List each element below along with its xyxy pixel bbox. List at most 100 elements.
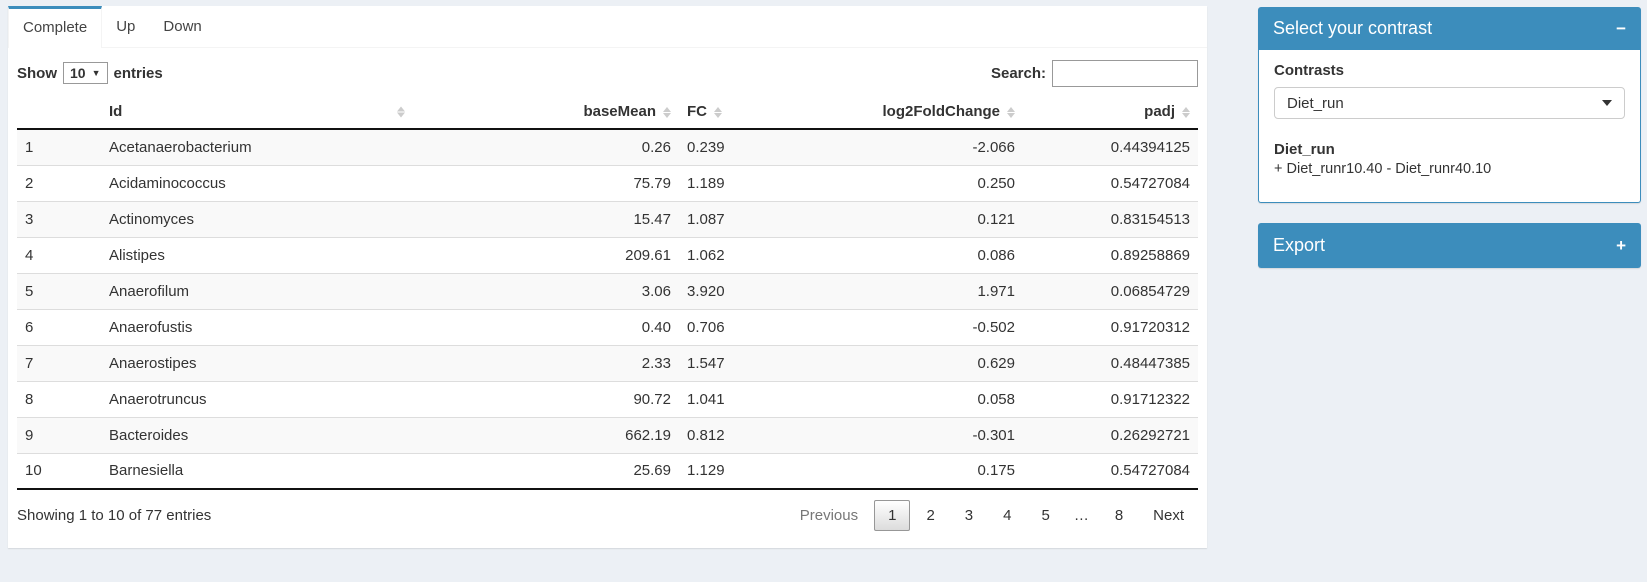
pagination-page-2[interactable]: 2 [926, 507, 935, 524]
cell-fc: 1.041 [679, 381, 765, 418]
cell-padj: 0.48447385 [1023, 345, 1198, 382]
cell-index: 10 [17, 453, 101, 490]
cell-fc: 1.087 [679, 201, 765, 238]
table-row: 5 Anaerofilum 3.06 3.920 1.971 0.06854729 [17, 273, 1198, 310]
search-input[interactable] [1052, 59, 1198, 87]
table-row: 1 Acetanaerobacterium 0.26 0.239 -2.066 0.443… [17, 129, 1198, 166]
select-arrow-icon: ▼ [91, 68, 101, 78]
table-row: 9 Bacteroides 662.19 0.812 -0.301 0.26292721 [17, 417, 1198, 454]
table-header-row: Id baseMean FC log2FoldChange padj [17, 95, 1198, 130]
cell-id: Anaerofilum [101, 273, 413, 310]
column-label: baseMean [583, 103, 656, 120]
table-row: 3 Actinomyces 15.47 1.087 0.121 0.83154513 [17, 201, 1198, 238]
contrasts-label: Contrasts [1274, 62, 1345, 79]
contrast-panel: Select your contrast − Contrasts Diet_ru… [1258, 7, 1641, 203]
entries-select[interactable]: 10 ▼ [63, 62, 108, 84]
cell-id: Anaerofustis [101, 309, 413, 346]
column-header-log2foldchange[interactable]: log2FoldChange [765, 95, 1023, 130]
cell-index: 1 [17, 129, 101, 166]
chevron-down-icon [1602, 100, 1612, 106]
collapse-icon[interactable]: − [1616, 19, 1626, 38]
sort-icon [397, 105, 405, 118]
sort-icon [1182, 106, 1190, 119]
table-row: 8 Anaerotruncus 90.72 1.041 0.058 0.91712322 [17, 381, 1198, 418]
cell-id: Barnesiella [101, 453, 413, 490]
cell-fc: 1.547 [679, 345, 765, 382]
datatable-container: Show 10 ▼ entries Search: Id baseMean FC lo… [8, 48, 1207, 545]
entries-label: entries [113, 64, 163, 82]
cell-id: Acetanaerobacterium [101, 129, 413, 166]
contrast-select[interactable]: Diet_run [1274, 87, 1625, 119]
cell-padj: 0.54727084 [1023, 453, 1198, 490]
cell-index: 3 [17, 201, 101, 238]
column-label: padj [1144, 103, 1175, 120]
search-label: Search: [990, 64, 1046, 82]
column-label: log2FoldChange [882, 103, 1001, 120]
tab-down[interactable]: Down [163, 18, 202, 35]
export-panel: Export + [1258, 223, 1641, 268]
column-header-fc[interactable]: FC [679, 95, 765, 130]
results-box: Complete Up Down Show 10 ▼ entries Searc… [8, 6, 1207, 548]
tab-up[interactable]: Up [116, 18, 136, 35]
cell-basemean: 2.33 [413, 345, 679, 382]
pagination-page-5[interactable]: 5 [1041, 507, 1050, 524]
contrast-panel-header: Select your contrast − [1258, 7, 1641, 50]
cell-basemean: 0.40 [413, 309, 679, 346]
cell-log2foldchange: 0.175 [765, 453, 1023, 490]
column-header-id[interactable]: Id [101, 95, 413, 130]
pagination-ellipsis: … [1073, 507, 1089, 524]
pagination-previous[interactable]: Previous [799, 507, 859, 524]
pagination-page-3[interactable]: 3 [964, 507, 974, 524]
cell-log2foldchange: 0.121 [765, 201, 1023, 238]
cell-fc: 0.812 [679, 417, 765, 454]
cell-id: Alistipes [101, 237, 413, 274]
pagination: Previous 1 2 3 4 5 … 8 Next [784, 500, 1198, 531]
cell-log2foldchange: 0.058 [765, 381, 1023, 418]
entries-select-value: 10 [70, 65, 86, 81]
cell-basemean: 15.47 [413, 201, 679, 238]
cell-basemean: 662.19 [413, 417, 679, 454]
results-tab-bar: Complete Up Down [8, 6, 1207, 48]
cell-basemean: 75.79 [413, 165, 679, 202]
tab-complete[interactable]: Complete [8, 6, 103, 48]
cell-fc: 1.189 [679, 165, 765, 202]
contrast-formula: + Diet_runr10.40 - Diet_runr40.10 [1274, 161, 1492, 177]
cell-id: Anaerotruncus [101, 381, 413, 418]
contrast-name: Diet_run [1274, 141, 1335, 158]
pagination-page-4[interactable]: 4 [1003, 507, 1012, 524]
export-panel-header: Export + [1258, 223, 1641, 268]
cell-padj: 0.44394125 [1023, 129, 1198, 166]
column-header-basemean[interactable]: baseMean [413, 95, 679, 130]
cell-padj: 0.54727084 [1023, 165, 1198, 202]
cell-basemean: 3.06 [413, 273, 679, 310]
cell-id: Acidaminococcus [101, 165, 413, 202]
cell-basemean: 25.69 [413, 453, 679, 490]
sidebar-column: Select your contrast − Contrasts Diet_ru… [1258, 7, 1641, 268]
cell-fc: 1.129 [679, 453, 765, 490]
pagination-page-1[interactable]: 1 [874, 500, 911, 531]
table-row: 10 Barnesiella 25.69 1.129 0.175 0.54727084 [17, 453, 1198, 490]
show-label: Show [17, 64, 57, 82]
contrast-select-value: Diet_run [1287, 94, 1344, 112]
cell-fc: 0.706 [679, 309, 765, 346]
cell-id: Actinomyces [101, 201, 413, 238]
cell-log2foldchange: 0.086 [765, 237, 1023, 274]
cell-padj: 0.91712322 [1023, 381, 1198, 418]
column-label: Id [109, 103, 123, 120]
cell-padj: 0.06854729 [1023, 273, 1198, 310]
expand-icon[interactable]: + [1616, 236, 1626, 255]
table-row: 7 Anaerostipes 2.33 1.547 0.629 0.48447385 [17, 345, 1198, 382]
pagination-page-8[interactable]: 8 [1114, 507, 1124, 524]
cell-index: 6 [17, 309, 101, 346]
results-table: Id baseMean FC log2FoldChange padj 1 Acetanae… [17, 95, 1198, 490]
cell-fc: 0.239 [679, 129, 765, 166]
pagination-next[interactable]: Next [1153, 507, 1184, 524]
table-info: Showing 1 to 10 of 77 entries [17, 507, 212, 524]
cell-basemean: 0.26 [413, 129, 679, 166]
column-header-padj[interactable]: padj [1023, 95, 1198, 130]
cell-padj: 0.26292721 [1023, 417, 1198, 454]
cell-log2foldchange: 1.971 [765, 273, 1023, 310]
cell-index: 7 [17, 345, 101, 382]
cell-padj: 0.89258869 [1023, 237, 1198, 274]
cell-fc: 1.062 [679, 237, 765, 274]
